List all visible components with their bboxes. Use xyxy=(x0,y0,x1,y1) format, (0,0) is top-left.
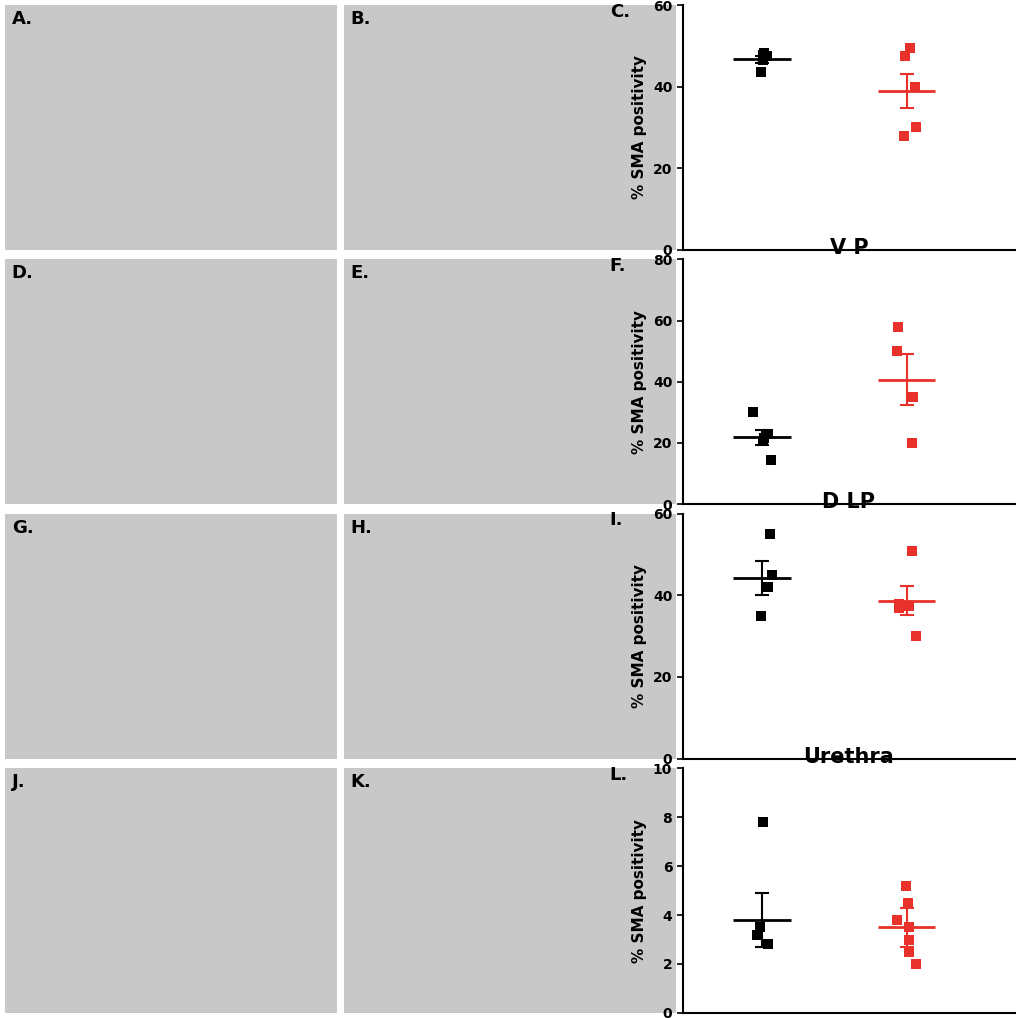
Point xyxy=(907,956,923,972)
Text: F.: F. xyxy=(609,258,626,275)
Text: I.: I. xyxy=(609,511,623,529)
Text: D.: D. xyxy=(12,265,34,282)
Text: C.: C. xyxy=(609,3,629,20)
Title: A P: A P xyxy=(828,0,867,3)
Y-axis label: % SMA positivity: % SMA positivity xyxy=(632,309,647,454)
Y-axis label: % SMA positivity: % SMA positivity xyxy=(632,55,647,200)
Point xyxy=(757,48,773,64)
Title: Urethra: Urethra xyxy=(803,747,894,767)
Point xyxy=(752,919,768,936)
Point xyxy=(895,127,911,144)
Text: H.: H. xyxy=(351,519,372,536)
Point xyxy=(888,343,904,359)
Point xyxy=(763,567,780,583)
Point xyxy=(900,931,916,948)
Y-axis label: % SMA positivity: % SMA positivity xyxy=(632,818,647,963)
Point xyxy=(752,608,768,624)
Text: G.: G. xyxy=(12,519,34,536)
Point xyxy=(754,814,770,831)
Text: L.: L. xyxy=(609,766,628,784)
Point xyxy=(901,40,917,56)
Point xyxy=(891,600,907,616)
Point xyxy=(900,919,916,936)
Point xyxy=(755,431,771,447)
Title: D LP: D LP xyxy=(821,493,874,512)
Point xyxy=(903,435,919,451)
Point xyxy=(754,434,770,450)
Point xyxy=(759,937,775,953)
Point xyxy=(761,526,777,543)
Point xyxy=(890,596,906,612)
Point xyxy=(906,78,922,95)
Point xyxy=(752,64,768,80)
Point xyxy=(907,628,923,644)
Point xyxy=(754,52,770,68)
Y-axis label: % SMA positivity: % SMA positivity xyxy=(632,564,647,709)
Point xyxy=(745,404,761,420)
Point xyxy=(888,912,904,928)
Point xyxy=(890,319,906,335)
Point xyxy=(903,543,919,559)
Point xyxy=(897,48,913,64)
Text: J.: J. xyxy=(12,774,25,791)
Point xyxy=(749,926,765,943)
Point xyxy=(759,579,775,596)
Point xyxy=(904,389,920,405)
Title: V P: V P xyxy=(828,238,867,258)
Point xyxy=(907,119,923,135)
Point xyxy=(901,598,917,614)
Point xyxy=(762,452,779,468)
Text: B.: B. xyxy=(351,10,371,27)
Text: A.: A. xyxy=(12,10,33,27)
Point xyxy=(759,426,775,442)
Text: E.: E. xyxy=(351,265,369,282)
Text: K.: K. xyxy=(351,774,371,791)
Point xyxy=(755,45,771,61)
Point xyxy=(900,944,916,960)
Point xyxy=(899,895,915,911)
Point xyxy=(754,47,770,63)
Point xyxy=(897,878,913,894)
